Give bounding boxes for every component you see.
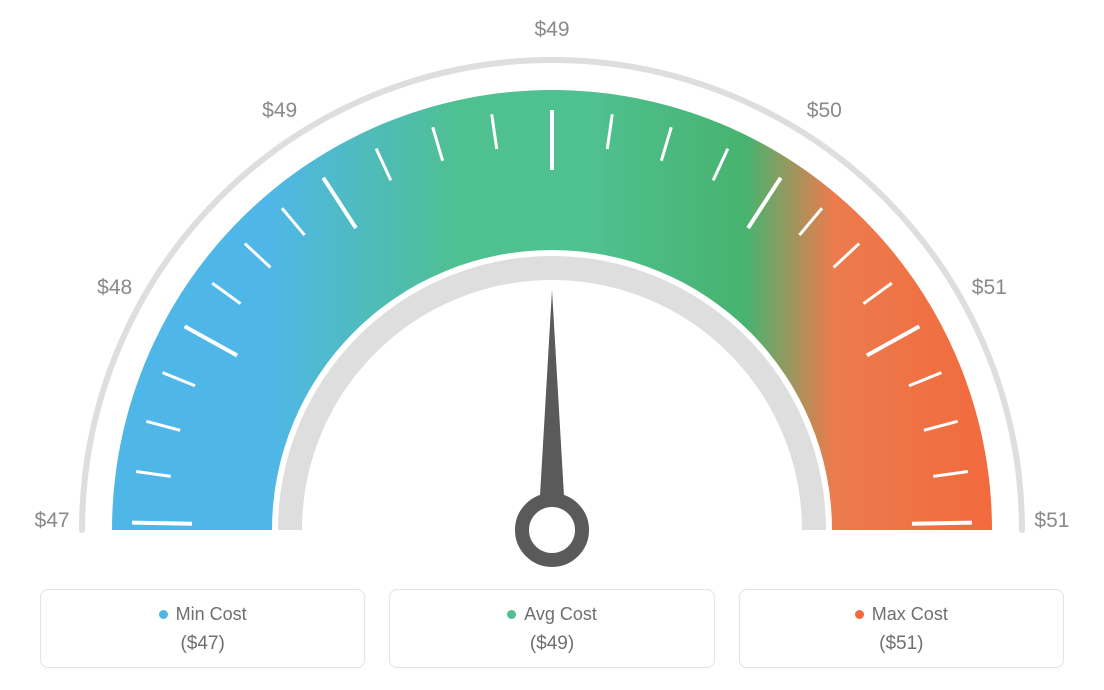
dot-icon bbox=[855, 610, 864, 619]
gauge-tick-label: $51 bbox=[972, 276, 1007, 300]
legend-card-avg: Avg Cost ($49) bbox=[389, 589, 714, 668]
legend-card-max: Max Cost ($51) bbox=[739, 589, 1064, 668]
legend-label-text: Avg Cost bbox=[524, 604, 597, 625]
legend-label-avg: Avg Cost bbox=[507, 604, 597, 625]
legend-label-max: Max Cost bbox=[855, 604, 948, 625]
legend-label-text: Min Cost bbox=[176, 604, 247, 625]
dot-icon bbox=[507, 610, 516, 619]
gauge-tick-label: $47 bbox=[35, 509, 70, 533]
legend-row: Min Cost ($47) Avg Cost ($49) Max Cost (… bbox=[40, 589, 1064, 668]
gauge-chart: $47 $48 $49 $49 $50 $51 $51 bbox=[0, 0, 1104, 570]
legend-value-min: ($47) bbox=[51, 633, 354, 655]
gauge-tick-label: $50 bbox=[807, 99, 842, 123]
legend-value-max: ($51) bbox=[750, 633, 1053, 655]
cost-gauge-widget: $47 $48 $49 $49 $50 $51 $51 Min Cost ($47) Avg… bbox=[0, 0, 1104, 690]
gauge-tick-label: $48 bbox=[97, 276, 132, 300]
legend-value-avg: ($49) bbox=[400, 633, 703, 655]
gauge-tick-label: $49 bbox=[534, 18, 569, 42]
legend-card-min: Min Cost ($47) bbox=[40, 589, 365, 668]
legend-label-min: Min Cost bbox=[159, 604, 247, 625]
gauge-tick-label: $51 bbox=[1034, 509, 1069, 533]
dot-icon bbox=[159, 610, 168, 619]
gauge-tick-label: $49 bbox=[262, 99, 297, 123]
gauge-svg bbox=[0, 0, 1104, 570]
legend-label-text: Max Cost bbox=[872, 604, 948, 625]
